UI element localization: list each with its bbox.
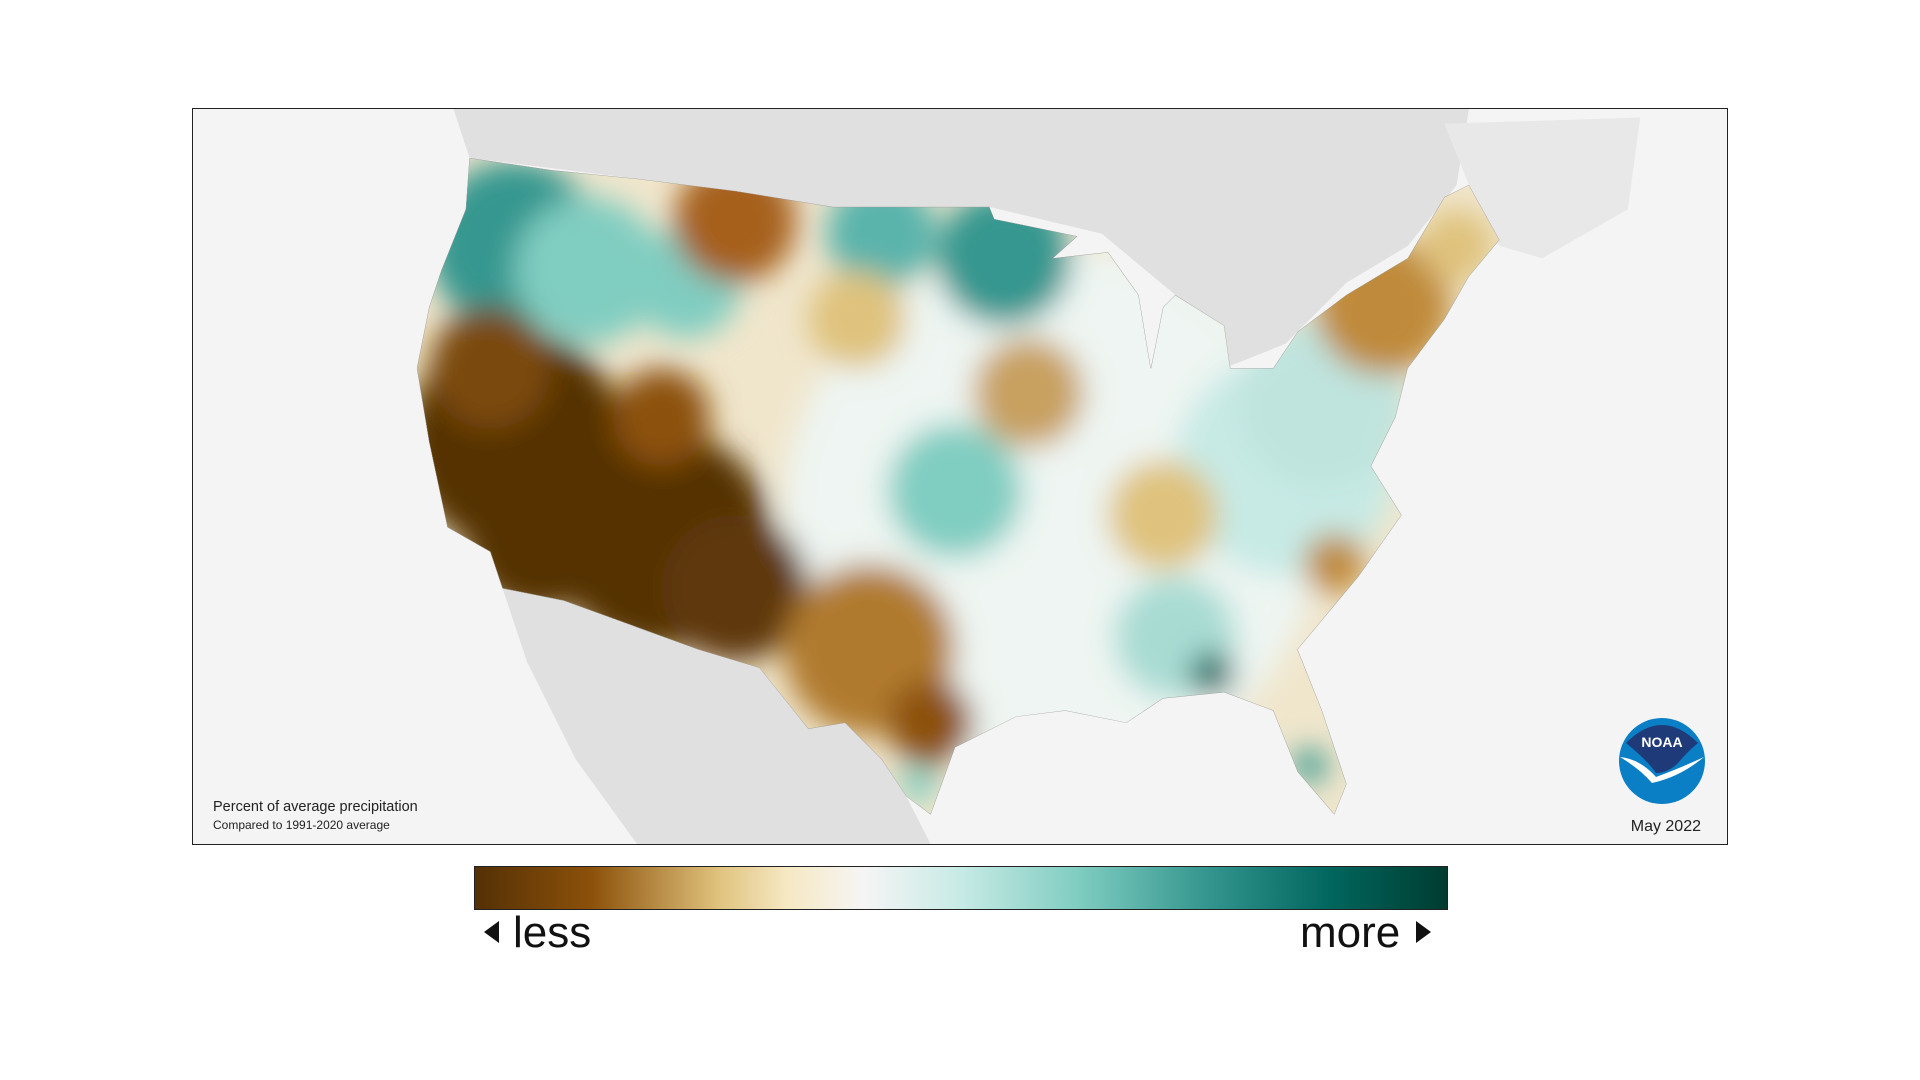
- color-scale-bar: [474, 866, 1448, 910]
- more-text: more: [1300, 908, 1401, 957]
- surrounding-land: [453, 109, 1641, 844]
- map-frame: Percent of average precipitation Compare…: [192, 108, 1728, 845]
- more-label: more: [1300, 908, 1432, 958]
- precipitation-map: [416, 109, 1641, 844]
- legend-subtitle: Compared to 1991-2020 average: [213, 818, 390, 832]
- triangle-left-icon: [484, 921, 499, 944]
- legend-title: Percent of average precipitation: [213, 799, 418, 815]
- triangle-right-icon: [1416, 921, 1432, 944]
- noaa-logo: NOAA: [1619, 718, 1705, 804]
- less-text: less: [513, 908, 592, 957]
- date-label: May 2022: [1630, 818, 1701, 835]
- logo-text: NOAA: [1641, 734, 1682, 750]
- less-label: less: [484, 908, 591, 958]
